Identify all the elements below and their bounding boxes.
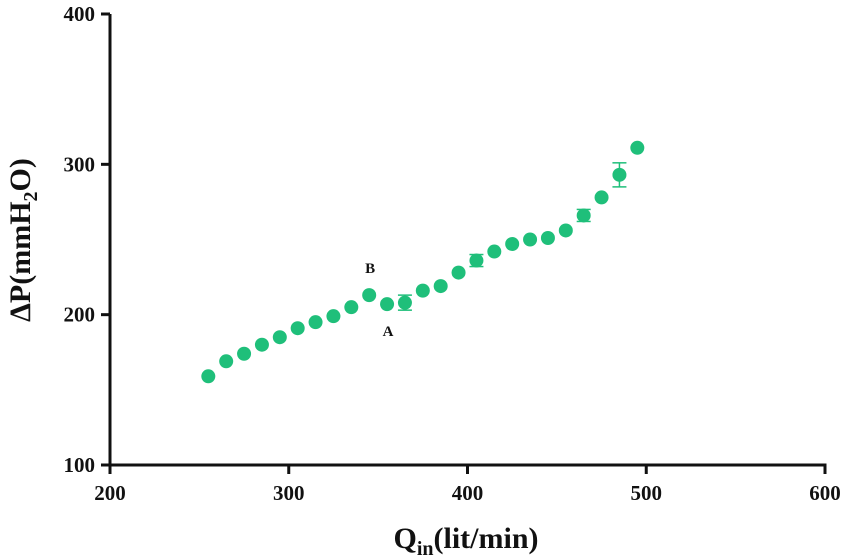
y-axis-title: ΔP(mmH2O) [4, 158, 42, 322]
data-point [433, 279, 448, 294]
x-axis-title: Qin(lit/min) [393, 522, 538, 555]
data-point [576, 208, 591, 223]
annotations: BA [365, 261, 393, 340]
annotation-label-b: B [365, 261, 375, 277]
y-tick-label: 100 [64, 453, 96, 477]
data-point [344, 300, 359, 315]
annotation-label-a: A [383, 324, 394, 340]
data-point [594, 190, 609, 205]
data-point [290, 321, 305, 336]
axes: 200 300 400 500 600 100 200 300 400 [64, 2, 841, 505]
data-point [254, 337, 269, 352]
data-point [630, 140, 645, 155]
x-tick-label: 200 [94, 481, 126, 505]
data-point [612, 167, 627, 182]
data-point [326, 309, 341, 324]
data-point [272, 330, 287, 345]
data-point [487, 244, 502, 259]
data-point [523, 232, 538, 247]
y-tick-label: 400 [64, 2, 96, 26]
data-point [469, 253, 484, 268]
data-point [505, 237, 520, 252]
data-points [201, 140, 645, 384]
data-point [380, 297, 395, 312]
data-point [397, 295, 412, 310]
data-point [415, 283, 430, 298]
y-tick-label: 300 [64, 152, 96, 176]
data-point [308, 315, 323, 330]
data-point [540, 230, 555, 245]
error-bars [397, 162, 627, 311]
data-point [201, 369, 216, 384]
data-point [558, 223, 573, 238]
x-tick-label: 500 [631, 481, 663, 505]
data-point [451, 265, 466, 280]
y-tick-label: 200 [64, 303, 96, 327]
data-point [237, 346, 252, 361]
data-point [219, 354, 234, 369]
x-tick-label: 400 [452, 481, 484, 505]
x-tick-label: 300 [273, 481, 305, 505]
data-point [362, 288, 377, 303]
x-tick-label: 600 [809, 481, 841, 505]
